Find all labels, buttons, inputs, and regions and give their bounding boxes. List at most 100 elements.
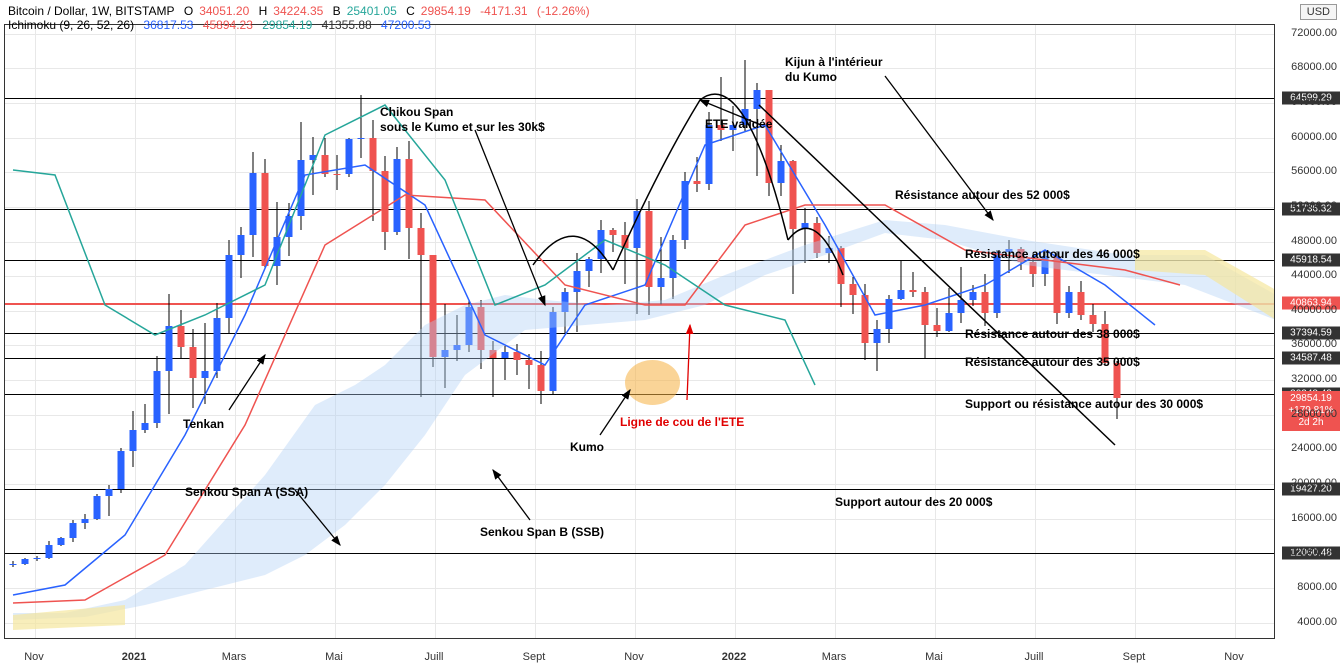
- candle[interactable]: [537, 25, 545, 640]
- candle[interactable]: [141, 25, 149, 640]
- y-tick-label: 40000.00: [1291, 304, 1337, 316]
- candle[interactable]: [129, 25, 137, 640]
- candle[interactable]: [357, 25, 365, 640]
- candle[interactable]: [585, 25, 593, 640]
- candle[interactable]: [189, 25, 197, 640]
- candle[interactable]: [669, 25, 677, 640]
- annotation-label: Tenkan: [183, 417, 224, 431]
- x-tick-label: Mai: [325, 651, 343, 663]
- candle[interactable]: [213, 25, 221, 640]
- candle[interactable]: [453, 25, 461, 640]
- plot-area[interactable]: 64599.2951736.3245918.5440863.9437394.59…: [4, 24, 1275, 639]
- candle[interactable]: [885, 25, 893, 640]
- candle[interactable]: [117, 25, 125, 640]
- annotation-label: Ligne de cou de l'ETE: [620, 415, 744, 429]
- candle[interactable]: [561, 25, 569, 640]
- candle[interactable]: [105, 25, 113, 640]
- candle[interactable]: [489, 25, 497, 640]
- candle[interactable]: [309, 25, 317, 640]
- y-tick-label: 28000.00: [1291, 408, 1337, 420]
- chart-container[interactable]: Bitcoin / Dollar, 1W, BITSTAMP O34051.20…: [0, 0, 1341, 669]
- candle[interactable]: [849, 25, 857, 640]
- candle[interactable]: [249, 25, 257, 640]
- candle[interactable]: [465, 25, 473, 640]
- candle[interactable]: [69, 25, 77, 640]
- candle[interactable]: [513, 25, 521, 640]
- candle[interactable]: [93, 25, 101, 640]
- candle[interactable]: [477, 25, 485, 640]
- candle[interactable]: [525, 25, 533, 640]
- candle[interactable]: [369, 25, 377, 640]
- high-value: 34224.35: [273, 4, 323, 18]
- annotation-label: Résistance autour des 52 000$: [895, 188, 1070, 202]
- change-pct: (-12.26%): [537, 4, 590, 18]
- candle[interactable]: [609, 25, 617, 640]
- candle[interactable]: [201, 25, 209, 640]
- candle[interactable]: [45, 25, 53, 640]
- candle[interactable]: [237, 25, 245, 640]
- annotation-label: Kumo: [570, 440, 604, 454]
- candle[interactable]: [501, 25, 509, 640]
- candle[interactable]: [153, 25, 161, 640]
- highlight-ellipse: [625, 360, 680, 405]
- candle[interactable]: [225, 25, 233, 640]
- candle[interactable]: [261, 25, 269, 640]
- candle[interactable]: [597, 25, 605, 640]
- candle[interactable]: [345, 25, 353, 640]
- candle[interactable]: [813, 25, 821, 640]
- symbol-label: Bitcoin / Dollar, 1W, BITSTAMP: [8, 4, 175, 18]
- x-axis: Nov2021MarsMaiJuillSeptNov2022MarsMaiJui…: [4, 639, 1275, 669]
- candle[interactable]: [873, 25, 881, 640]
- candle[interactable]: [165, 25, 173, 640]
- y-tick-label: 72000.00: [1291, 27, 1337, 39]
- candle[interactable]: [933, 25, 941, 640]
- candle[interactable]: [837, 25, 845, 640]
- x-tick-label: Mars: [822, 651, 846, 663]
- bid-value: 25401.05: [347, 4, 397, 18]
- candle[interactable]: [657, 25, 665, 640]
- grid-line-v: [535, 25, 536, 638]
- candle[interactable]: [645, 25, 653, 640]
- candle[interactable]: [33, 25, 41, 640]
- candle[interactable]: [789, 25, 797, 640]
- candle[interactable]: [825, 25, 833, 640]
- candle[interactable]: [273, 25, 281, 640]
- candle[interactable]: [693, 25, 701, 640]
- grid-line-v: [235, 25, 236, 638]
- candle[interactable]: [897, 25, 905, 640]
- chart-header: Bitcoin / Dollar, 1W, BITSTAMP O34051.20…: [8, 4, 596, 32]
- chikou-value: 29854.19: [262, 18, 312, 32]
- candle[interactable]: [9, 25, 17, 640]
- candle[interactable]: [81, 25, 89, 640]
- candle[interactable]: [177, 25, 185, 640]
- candle[interactable]: [681, 25, 689, 640]
- grid-line-v: [835, 25, 836, 638]
- candle[interactable]: [801, 25, 809, 640]
- annotation-label: Résistance autour des 35 000$: [965, 355, 1140, 369]
- candle[interactable]: [21, 25, 29, 640]
- y-tick-label: 32000.00: [1291, 373, 1337, 385]
- candle[interactable]: [321, 25, 329, 640]
- candle[interactable]: [285, 25, 293, 640]
- y-tick-label: 44000.00: [1291, 269, 1337, 281]
- candle[interactable]: [861, 25, 869, 640]
- candle[interactable]: [909, 25, 917, 640]
- x-tick-label: Mars: [222, 651, 246, 663]
- candle[interactable]: [621, 25, 629, 640]
- candle[interactable]: [633, 25, 641, 640]
- candle[interactable]: [945, 25, 953, 640]
- annotation-label: Senkou Span A (SSA): [185, 485, 308, 499]
- candle[interactable]: [57, 25, 65, 640]
- candle[interactable]: [957, 25, 965, 640]
- candle[interactable]: [573, 25, 581, 640]
- candle[interactable]: [549, 25, 557, 640]
- candle[interactable]: [297, 25, 305, 640]
- x-tick-label: Sept: [523, 651, 546, 663]
- candle[interactable]: [333, 25, 341, 640]
- y-tick-label: 8000.00: [1297, 581, 1337, 593]
- annotation-label: du Kumo: [785, 70, 837, 84]
- candle[interactable]: [777, 25, 785, 640]
- y-tick-label: 56000.00: [1291, 165, 1337, 177]
- close-label: C: [406, 4, 415, 18]
- candle[interactable]: [921, 25, 929, 640]
